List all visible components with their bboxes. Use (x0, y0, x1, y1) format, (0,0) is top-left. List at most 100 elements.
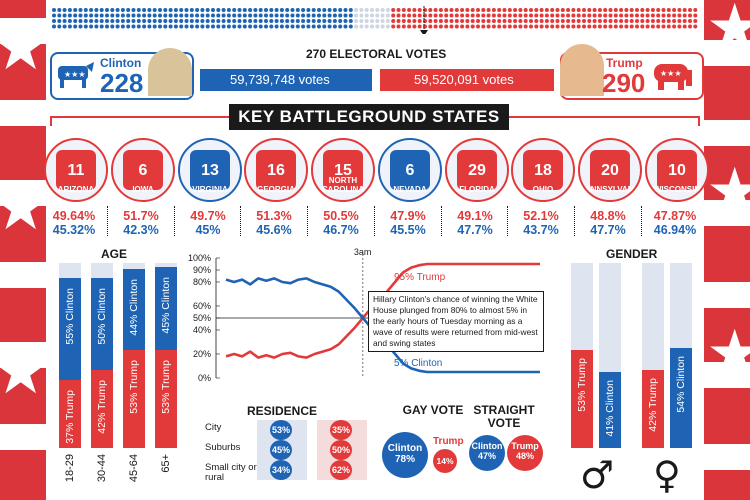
electoral-dot (391, 19, 396, 23)
electoral-dot (661, 8, 666, 12)
state-clinton-pct: 45% (195, 223, 221, 237)
electoral-dot (560, 13, 565, 18)
electoral-dot (396, 24, 401, 29)
elephant-icon: ★★★ (654, 64, 692, 90)
electoral-dot (226, 24, 231, 29)
electoral-dot (274, 8, 279, 12)
state-divider (374, 206, 375, 236)
electoral-dot (523, 13, 528, 18)
age-clinton-bar (123, 268, 145, 350)
electoral-dot (168, 8, 173, 12)
electoral-dot (693, 19, 698, 23)
electoral-dot (89, 24, 94, 29)
electoral-dot (640, 19, 645, 23)
electoral-dot (539, 24, 544, 29)
electoral-dot (274, 24, 279, 29)
age-trump-label: 53% Trump (160, 359, 172, 414)
electoral-dot (322, 24, 327, 29)
electoral-dot (470, 8, 475, 12)
state-badge: 16 GEORGIA (244, 138, 308, 202)
electoral-dot (279, 8, 284, 12)
electoral-dot (677, 24, 682, 29)
electoral-dot (248, 24, 253, 29)
electoral-dot (205, 24, 210, 29)
electoral-dot (301, 24, 306, 29)
electoral-dot (449, 19, 454, 23)
electoral-dot (348, 8, 353, 12)
electoral-dot (322, 8, 327, 12)
state-trump-pct: 51.7% (123, 209, 159, 223)
gay-trump-value: 14% (433, 449, 457, 473)
electoral-dot (539, 19, 544, 23)
electoral-dot (211, 8, 215, 12)
electoral-dot (253, 8, 258, 12)
electoral-dot (486, 24, 491, 29)
electoral-dot (597, 19, 602, 23)
electoral-dot (507, 24, 512, 29)
electoral-dot (163, 19, 168, 23)
electoral-dot (105, 24, 109, 29)
age-trump-bar (155, 349, 177, 448)
electoral-dot (385, 13, 390, 18)
state-clinton-pct: 45.5% (390, 223, 426, 237)
state-electoral-votes: 10 (668, 162, 686, 179)
electoral-dot (364, 13, 369, 18)
electoral-dot (544, 8, 549, 12)
electoral-dot (417, 8, 422, 12)
electoral-dot (359, 19, 364, 23)
electoral-dot (428, 24, 433, 29)
electoral-dot (354, 19, 359, 23)
star-icon: ★ (706, 0, 750, 65)
electoral-dot (449, 24, 454, 29)
state-clinton-pct: 46.7% (323, 223, 359, 237)
electoral-dot (502, 13, 507, 18)
electoral-dot (550, 13, 555, 18)
gay-clinton-value: 78% (394, 454, 415, 465)
residence-clinton-value: 34% (270, 460, 292, 480)
electoral-dot (380, 13, 385, 18)
clinton-name: Clinton (100, 56, 142, 70)
electoral-dot (460, 13, 465, 18)
electoral-dot (189, 19, 194, 23)
electoral-dot (603, 24, 608, 29)
stripe (0, 262, 46, 288)
electoral-dot (454, 19, 459, 23)
electoral-dot (571, 8, 576, 12)
age-trump-label: 53% Trump (128, 359, 140, 414)
electoral-dot (502, 24, 507, 29)
straight-trump-value: 48% (515, 451, 534, 461)
electoral-dot (295, 19, 300, 23)
electoral-dot (105, 19, 109, 23)
electoral-dot (301, 19, 306, 23)
electoral-dot (142, 8, 147, 12)
electoral-dot (195, 13, 200, 18)
electoral-dot (237, 19, 242, 23)
electoral-dot (242, 8, 247, 12)
electoral-dot (306, 24, 311, 29)
electoral-dot (401, 8, 406, 12)
electoral-dot (502, 8, 507, 12)
state-divider (441, 206, 442, 236)
electoral-dot (105, 8, 109, 12)
electoral-dot (650, 19, 655, 23)
electoral-dot (523, 24, 528, 29)
electoral-dot (518, 8, 523, 12)
clinton-popular-votes: 59,739,748 votes (200, 69, 372, 91)
state-badge: 29 FLORIDA (445, 138, 509, 202)
state-shape (190, 150, 230, 190)
electoral-dot (78, 8, 83, 12)
electoral-dot (465, 13, 470, 18)
electoral-dot (364, 19, 369, 23)
electoral-dot (163, 8, 168, 12)
state-clinton-pct: 45.32% (52, 223, 96, 237)
electoral-dot (105, 13, 109, 18)
age-clinton-bar (155, 266, 177, 350)
state-electoral-votes: 6 (405, 162, 415, 179)
electoral-dot (354, 13, 359, 18)
electoral-dot (322, 19, 327, 23)
electoral-dot (375, 19, 380, 23)
y-tick-label: 100% (188, 253, 211, 263)
electoral-dot (99, 19, 104, 23)
electoral-dot (285, 8, 290, 12)
electoral-dot (147, 19, 152, 23)
